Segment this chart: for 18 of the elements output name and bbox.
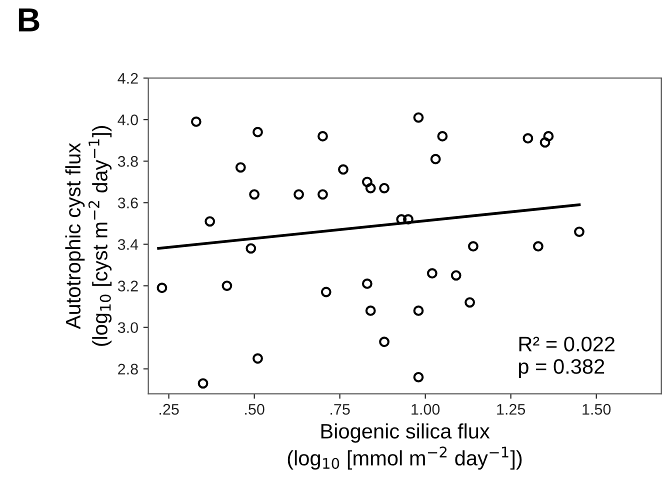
- y-tick-label: 4.0: [118, 114, 138, 126]
- y-tick-label: 3.6: [118, 198, 138, 208]
- x-tick-label: 1.25: [497, 404, 526, 415]
- annotation: R² = 0.022 p = 0.382: [519, 336, 614, 378]
- y-tick-label: 3.2: [118, 280, 138, 292]
- x-tick-label: .75: [330, 404, 350, 415]
- y-tick-label: 3.8: [118, 156, 138, 167]
- x-tick-label: .25: [160, 404, 179, 415]
- y-axis-title: Autotrophic cyst flux (log$_{10}$ [cyst m$^{−2}$ day$^{−1}$]): [65, 126, 112, 346]
- y-tick-label: 3.0: [118, 322, 138, 334]
- y-tick-label: 4.2: [118, 72, 138, 84]
- x-axis-title: Biogenic silica flux (log$_{10}$ [mmol m$^{−2}$ day$^{−1}$]): [288, 423, 522, 470]
- y-tick-label: 2.8: [118, 364, 138, 375]
- x-tick-label: 1.50: [582, 404, 611, 415]
- y-tick-label: 3.4: [118, 239, 138, 250]
- text: B: [18, 8, 40, 32]
- x-tick-label: .50: [245, 404, 264, 415]
- x-tick-label: 1.00: [412, 404, 440, 415]
